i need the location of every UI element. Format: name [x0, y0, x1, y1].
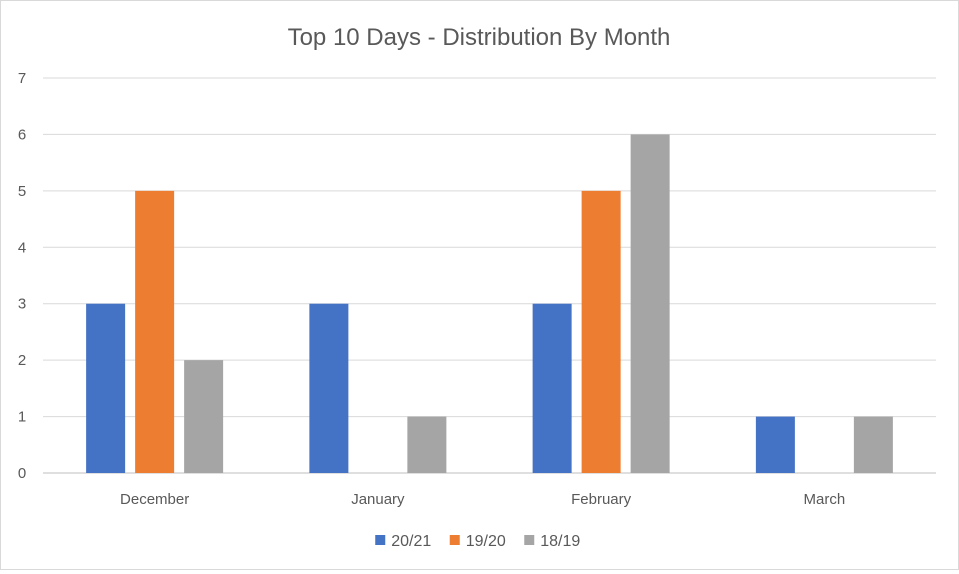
y-tick-label: 2 — [18, 352, 26, 369]
bar-february-19-20 — [581, 190, 621, 473]
y-tick-label: 3 — [18, 296, 26, 313]
x-axis: December January February March — [120, 491, 845, 508]
bars — [86, 134, 893, 473]
y-tick-label: 6 — [18, 126, 26, 143]
bar-march-18-19 — [853, 416, 893, 473]
bar-january-18-19 — [407, 416, 447, 473]
y-tick-label: 5 — [18, 183, 26, 200]
bar-december-18-19 — [184, 360, 224, 473]
y-tick-label: 1 — [18, 409, 26, 426]
x-tick-label: December — [120, 491, 189, 508]
bar-february-18-19 — [630, 134, 670, 473]
legend-label: 18/19 — [540, 533, 580, 550]
legend: 20/21 19/20 18/19 — [375, 533, 580, 550]
bar-january-20-21 — [309, 303, 349, 473]
legend-label: 19/20 — [466, 533, 506, 550]
x-tick-label: March — [804, 491, 846, 508]
y-axis: 0 1 2 3 4 5 6 7 — [18, 70, 26, 482]
y-tick-label: 0 — [18, 465, 26, 482]
y-tick-label: 4 — [18, 239, 26, 256]
x-tick-label: February — [571, 491, 632, 508]
chart-title: Top 10 Days - Distribution By Month — [288, 24, 671, 51]
x-tick-label: January — [351, 491, 405, 508]
bar-march-20-21 — [755, 416, 795, 473]
legend-swatch-19-20 — [449, 535, 460, 545]
y-tick-label: 7 — [18, 70, 26, 87]
gridlines — [43, 77, 936, 474]
bar-december-20-21 — [86, 303, 126, 473]
legend-swatch-18-19 — [524, 535, 535, 545]
legend-label: 20/21 — [391, 533, 431, 550]
bar-december-19-20 — [135, 190, 175, 473]
bar-february-20-21 — [532, 303, 572, 473]
legend-swatch-20-21 — [375, 535, 386, 545]
